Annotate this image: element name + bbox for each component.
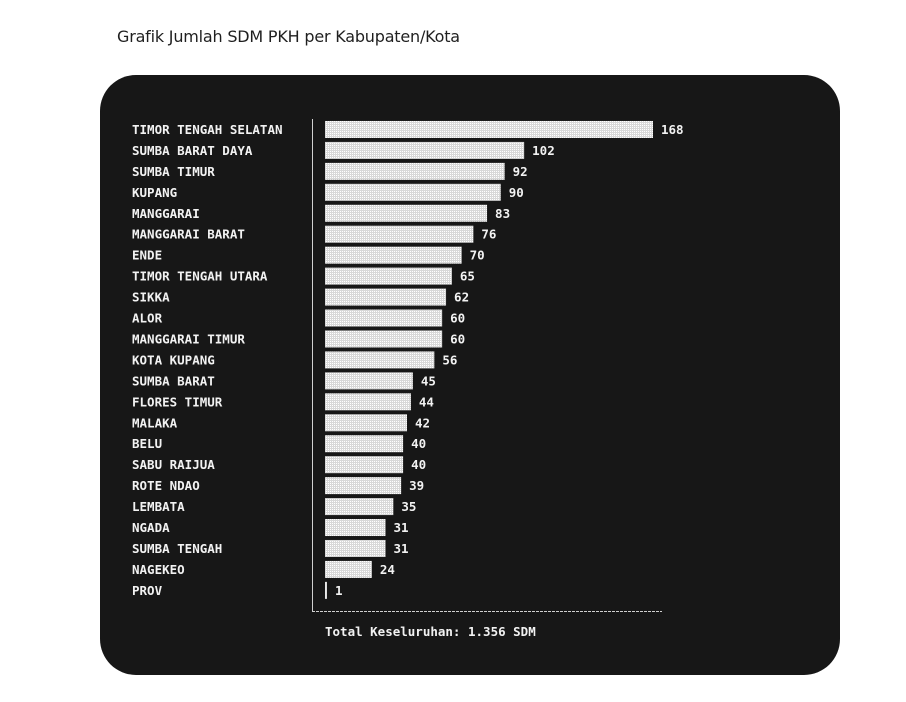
chart-panel: TIMOR TENGAH SELATAN SUMBA BARAT DAYA SUMB…: [100, 75, 840, 675]
category-label: KOTA KUPANG: [132, 352, 215, 367]
bar: [325, 560, 372, 578]
bars: [325, 120, 653, 599]
bar: [325, 288, 447, 306]
category-label: ALOR: [132, 311, 163, 326]
category-label: ENDE: [132, 248, 162, 263]
value-label: 70: [470, 248, 485, 263]
value-label: 31: [394, 520, 409, 535]
page-title: Grafik Jumlah SDM PKH per Kabupaten/Kota: [117, 27, 460, 46]
value-label: 40: [411, 457, 426, 472]
category-label: SUMBA BARAT DAYA: [132, 143, 253, 158]
value-label: 76: [481, 227, 496, 242]
category-label: SABU RAIJUA: [132, 457, 215, 472]
category-label: NAGEKEO: [132, 562, 185, 577]
bar: [325, 456, 404, 474]
category-label: SUMBA BARAT: [132, 373, 215, 388]
value-label: 24: [380, 562, 395, 577]
bar: [325, 183, 501, 201]
value-label: 44: [419, 394, 434, 409]
bar: [325, 498, 394, 516]
bar: [325, 414, 407, 432]
value-label: 39: [409, 478, 424, 493]
value-label: 42: [415, 415, 430, 430]
category-label: ROTE NDAO: [132, 478, 200, 493]
bar: [325, 309, 443, 327]
category-label: SUMBA TENGAH: [132, 541, 222, 556]
category-label: MANGGARAI: [132, 206, 200, 221]
category-label: MANGGARAI TIMUR: [132, 331, 245, 346]
category-label: BELU: [132, 436, 162, 451]
bar: [325, 351, 435, 369]
value-label: 83: [495, 206, 510, 221]
total-label: Total Keseluruhan: 1.356 SDM: [325, 624, 536, 639]
value-label: 62: [454, 290, 469, 305]
bar: [325, 141, 525, 159]
category-label: FLORES TIMUR: [132, 394, 223, 409]
value-label: 65: [460, 269, 475, 284]
category-label: TIMOR TENGAH SELATAN: [132, 122, 283, 137]
bar: [325, 204, 488, 222]
value-label: 92: [513, 164, 528, 179]
bar: [325, 519, 386, 537]
category-labels: TIMOR TENGAH SELATAN SUMBA BARAT DAYA SUMB…: [132, 122, 283, 598]
value-label: 60: [450, 311, 465, 326]
bar: [325, 330, 443, 348]
value-label: 31: [394, 541, 409, 556]
category-label: MANGGARAI BARAT: [132, 227, 245, 242]
value-label: 35: [401, 499, 416, 514]
value-label: 45: [421, 373, 436, 388]
bar: [325, 267, 452, 285]
value-label: 90: [509, 185, 524, 200]
bar: [325, 435, 404, 453]
bar-chart: TIMOR TENGAH SELATAN SUMBA BARAT DAYA SUMB…: [132, 119, 684, 639]
value-label: 56: [442, 352, 457, 367]
value-label: 60: [450, 331, 465, 346]
value-labels: 168 102 92 90 83 76 70 65 62 60 60 56 45 44 42 40 40 39 35…: [335, 122, 684, 598]
value-label: 168: [661, 122, 684, 137]
bar: [325, 477, 402, 495]
category-label: PROV: [132, 583, 163, 598]
bar: [325, 393, 411, 411]
category-label: TIMOR TENGAH UTARA: [132, 269, 268, 284]
category-label: MALAKA: [132, 415, 178, 430]
value-label: 40: [411, 436, 426, 451]
bar: [325, 225, 474, 243]
category-label: SIKKA: [132, 290, 170, 305]
bar: [325, 120, 653, 138]
bar: [325, 372, 413, 390]
category-label: NGADA: [132, 520, 170, 535]
bar: [325, 162, 505, 180]
bar: [325, 581, 327, 599]
category-label: LEMBATA: [132, 499, 185, 514]
category-label: SUMBA TIMUR: [132, 164, 215, 179]
value-label: 1: [335, 583, 343, 598]
category-label: KUPANG: [132, 185, 177, 200]
bar: [325, 539, 386, 557]
bar: [325, 246, 462, 264]
value-label: 102: [532, 143, 555, 158]
